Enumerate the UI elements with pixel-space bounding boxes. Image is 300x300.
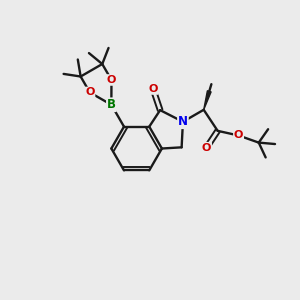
Text: O: O (85, 88, 94, 98)
Text: O: O (107, 75, 116, 85)
Text: O: O (202, 143, 211, 153)
Text: N: N (178, 115, 188, 128)
Text: B: B (107, 98, 116, 111)
Polygon shape (204, 91, 211, 110)
Text: O: O (148, 84, 158, 94)
Text: O: O (234, 130, 243, 140)
